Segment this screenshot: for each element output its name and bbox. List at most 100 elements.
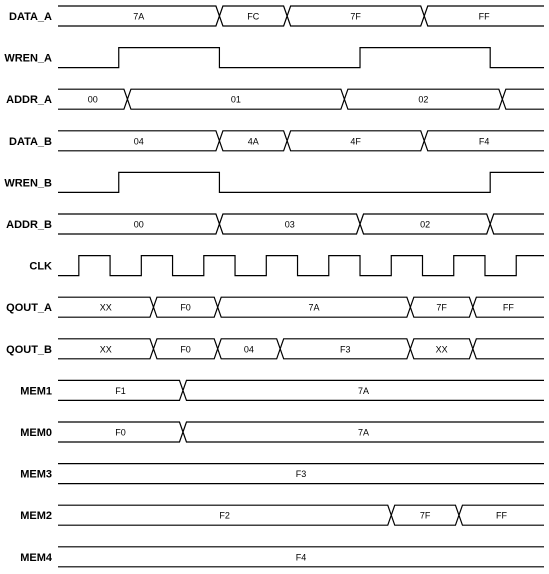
bus-value: F2	[219, 511, 230, 521]
bus-segment	[218, 5, 288, 27]
bus-value: 02	[420, 220, 430, 230]
bus-segment	[286, 130, 425, 152]
bus-segment	[423, 130, 544, 152]
bus-segment	[58, 5, 220, 27]
bus-segment	[126, 88, 345, 110]
bus-segment	[390, 504, 460, 526]
bus-segment	[217, 338, 281, 360]
signal-mem3: MEM3 F3	[20, 463, 544, 485]
bus-segment	[217, 296, 411, 318]
signal-wren-a: WREN_A	[4, 47, 544, 69]
signal-label: ADDR_B	[6, 219, 52, 231]
bus-value: 03	[285, 220, 295, 230]
signal-mem4: MEM4 F4	[20, 546, 544, 568]
bus-value: FF	[503, 303, 514, 313]
bus-value: 7A	[358, 386, 369, 396]
signal-addr-b: ADDR_B 00 03 02	[6, 213, 544, 235]
signal-clk: CLK	[29, 255, 544, 277]
clock-waveform	[58, 255, 544, 277]
bus-value: 00	[88, 95, 98, 105]
signal-label: MEM1	[20, 385, 52, 397]
bus-segment	[182, 421, 544, 443]
bus-segment	[359, 213, 491, 235]
bus-segment	[58, 546, 544, 568]
bus-value: 4F	[350, 136, 361, 146]
signal-mem1: MEM1 F1 7A	[20, 379, 544, 401]
bus-segment	[286, 5, 425, 27]
bus-segment	[58, 379, 184, 401]
signal-label: WREN_B	[4, 177, 52, 189]
bus-value: 04	[134, 136, 144, 146]
signal-wren-b: WREN_B	[4, 171, 544, 193]
bus-value: FF	[479, 12, 490, 22]
bus-value: F0	[180, 344, 191, 354]
bus-segment	[58, 463, 544, 485]
signal-label: ADDR_A	[6, 94, 52, 106]
bus-value: 00	[134, 220, 144, 230]
signal-label: MEM2	[20, 510, 52, 522]
bus-segment	[218, 213, 361, 235]
signal-addr-a: ADDR_A 00 01 02	[6, 88, 544, 110]
signal-label: QOUT_B	[6, 344, 52, 356]
bus-value: 4A	[248, 136, 259, 146]
bus-segment	[58, 338, 155, 360]
signal-label: QOUT_A	[6, 302, 52, 314]
bus-value: F1	[115, 386, 126, 396]
bus-segment	[472, 296, 544, 318]
bus-value: 01	[231, 95, 241, 105]
bus-segment	[58, 88, 128, 110]
signal-label: CLK	[29, 261, 52, 273]
bus-segment	[409, 296, 474, 318]
bus-value: 7F	[436, 303, 447, 313]
bus-value: 7A	[358, 428, 369, 438]
bus-segment	[472, 338, 544, 360]
bus-segment	[58, 130, 220, 152]
bus-segment	[58, 421, 184, 443]
bus-segment	[58, 213, 220, 235]
signal-label: DATA_A	[9, 11, 52, 23]
signal-qout-a: QOUT_A XX F0 7A 7F FF	[6, 296, 544, 318]
bus-segment	[152, 338, 219, 360]
bus-segment	[423, 5, 544, 27]
bit-waveform	[58, 171, 544, 193]
bus-segment	[458, 504, 544, 526]
bus-value: FC	[247, 12, 259, 22]
signal-data-b: DATA_B 04 4A 4F F4	[9, 130, 544, 152]
bus-segment	[152, 296, 219, 318]
signal-label: MEM0	[20, 427, 52, 439]
bus-value: 7A	[133, 12, 144, 22]
bus-value: XX	[100, 344, 112, 354]
bus-value: F0	[115, 428, 126, 438]
signal-label: MEM4	[20, 552, 53, 564]
bus-value: F3	[340, 344, 351, 354]
bus-value: F4	[296, 552, 307, 562]
bus-value: F3	[296, 469, 307, 479]
signal-label: WREN_A	[4, 53, 52, 65]
bus-segment	[279, 338, 411, 360]
bus-value: FF	[496, 511, 507, 521]
signal-mem0: MEM0 F0 7A	[20, 421, 544, 443]
bus-segment	[343, 88, 503, 110]
bus-value: 7A	[309, 303, 320, 313]
bus-segment	[58, 296, 155, 318]
bit-waveform	[58, 47, 544, 69]
bus-segment	[409, 338, 474, 360]
signal-data-a: DATA_A 7A FC 7F FF	[9, 5, 544, 27]
bus-segment	[218, 130, 288, 152]
bus-segment	[501, 88, 544, 110]
signal-label: MEM3	[20, 469, 52, 481]
bus-value: XX	[100, 303, 112, 313]
bus-value: 7F	[420, 511, 431, 521]
signal-mem2: MEM2 F2 7F FF	[20, 504, 544, 526]
bus-value: XX	[436, 344, 448, 354]
signal-qout-b: QOUT_B XX F0 04 F3 XX	[6, 338, 544, 360]
bus-segment	[489, 213, 544, 235]
bus-segment	[182, 379, 544, 401]
signal-label: DATA_B	[9, 136, 52, 148]
bus-value: 7F	[350, 12, 361, 22]
bus-value: F4	[479, 136, 490, 146]
bus-value: F0	[180, 303, 191, 313]
bus-value: 02	[418, 95, 428, 105]
bus-segment	[58, 504, 392, 526]
